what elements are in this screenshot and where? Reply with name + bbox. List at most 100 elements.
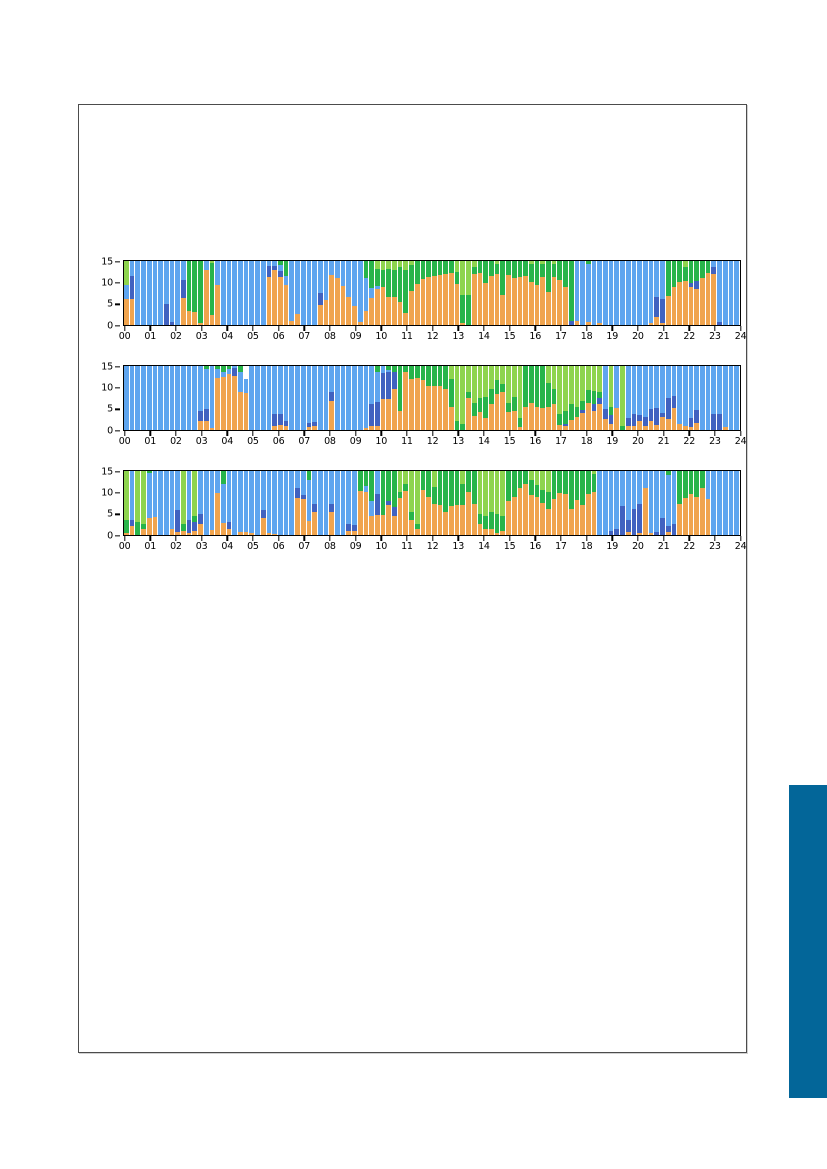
x-tick-label: 23 <box>709 541 721 552</box>
bar-segment-light-blue <box>637 261 642 325</box>
stacked-bar <box>215 366 221 430</box>
x-tick-label: 10 <box>375 436 388 447</box>
bar-segment-green <box>238 366 243 372</box>
bar-segment-light-blue <box>340 471 346 535</box>
stacked-bar <box>414 471 421 535</box>
x-tick-mark <box>688 536 690 541</box>
bar-segment-green <box>528 366 534 404</box>
bar-segment-green <box>374 366 380 373</box>
stacked-bar <box>317 471 324 535</box>
x-tick-mark <box>277 536 280 541</box>
bar-segment-light-blue <box>226 471 232 522</box>
bar-segment-orange <box>557 493 563 535</box>
bar-segment-green <box>471 267 477 274</box>
bar-segment-dark-blue <box>631 509 637 535</box>
bar-segment-orange <box>414 284 420 325</box>
stacked-bar <box>477 261 484 325</box>
bar-segment-dark-blue <box>717 413 722 430</box>
x-tick-mark <box>662 431 665 436</box>
x-tick-label: 19 <box>606 436 619 447</box>
bar-segment-orange <box>677 423 682 430</box>
bar-segment-light-green <box>403 261 409 270</box>
bar-segment-dark-blue <box>614 528 620 535</box>
x-tick-mark <box>354 431 357 436</box>
x-tick-mark <box>226 536 228 541</box>
bar-segment-light-blue <box>352 471 357 526</box>
x-tick-label: 23 <box>709 331 721 342</box>
bar-segment-light-blue <box>363 278 369 312</box>
bar-segment-light-green <box>494 261 500 264</box>
bar-segment-orange <box>323 300 329 325</box>
stacked-bar <box>551 261 558 325</box>
x-tick-mark <box>149 431 151 436</box>
bar-segment-light-blue <box>226 261 232 325</box>
stacked-bar <box>232 471 239 535</box>
bar-segment-light-blue <box>283 366 289 422</box>
bar-segment-light-green <box>551 261 557 265</box>
bar-segment-green <box>585 261 591 264</box>
bar-segment-dark-blue <box>563 423 568 426</box>
stacked-bar <box>277 366 284 430</box>
bar-segment-green <box>677 471 682 504</box>
bar-segment-light-blue <box>312 366 317 422</box>
bar-segment-dark-blue <box>175 510 181 533</box>
bar-segment-orange <box>517 277 523 325</box>
bar-segment-light-blue <box>277 471 283 535</box>
bar-segment-light-green <box>454 366 460 422</box>
bar-segment-light-blue <box>374 286 380 289</box>
bar-segment-orange <box>335 278 340 325</box>
stacked-bar <box>238 261 244 325</box>
bar-segment-light-green <box>568 366 574 405</box>
bar-segment-green <box>563 471 568 495</box>
x-tick-mark <box>303 431 305 436</box>
stacked-bar <box>289 366 296 430</box>
x-tick-label: 20 <box>632 436 644 447</box>
bar-segment-light-blue <box>277 366 283 415</box>
stacked-bar <box>648 261 655 325</box>
stacked-bar <box>380 366 387 430</box>
bar-segment-light-blue <box>146 261 152 325</box>
bar-segment-dark-blue <box>163 303 169 325</box>
bar-segment-orange <box>386 505 392 535</box>
bar-segment-dark-blue <box>688 283 694 288</box>
stacked-bar <box>597 366 604 430</box>
x-tick-label: 09 <box>349 436 362 447</box>
stacked-bar <box>238 366 244 430</box>
stacked-bar <box>523 261 529 325</box>
bar-segment-green <box>357 471 363 492</box>
chart-1: 0 5 10 15 00 01 02 03 04 05 06 07 08 09 10 11 12 13 14 15 16… <box>79 257 748 365</box>
x-tick-label: 08 <box>324 436 336 447</box>
bar-segment-light-blue <box>625 366 631 419</box>
bar-segment-light-green <box>466 366 471 392</box>
bar-segment-orange <box>403 490 409 535</box>
bar-segment-light-blue <box>608 261 614 325</box>
x-tick-mark <box>534 431 536 436</box>
bar-segment-orange <box>682 498 688 535</box>
bar-segment-light-blue <box>665 475 671 527</box>
stacked-bar <box>431 471 438 535</box>
stacked-bar <box>329 366 336 430</box>
stacked-bar <box>511 366 518 430</box>
stacked-bar <box>437 471 444 535</box>
x-tick-mark <box>252 326 254 331</box>
x-tick-label: 08 <box>324 541 336 552</box>
x-tick-label: 02 <box>170 436 182 447</box>
bar-segment-light-blue <box>260 366 266 430</box>
stacked-bar <box>203 366 210 430</box>
bar-segment-light-blue <box>648 471 654 533</box>
y-tick-mark <box>115 260 120 263</box>
x-tick-label: 20 <box>632 541 644 552</box>
x-tick-mark <box>611 326 613 331</box>
x-tick-mark <box>611 536 613 541</box>
bar-segment-light-blue <box>232 261 238 325</box>
bar-segment-light-blue <box>717 366 722 414</box>
bar-segment-green <box>449 261 454 274</box>
bar-segment-green <box>363 471 369 486</box>
stacked-bar <box>335 261 341 325</box>
bar-segment-green <box>443 261 449 274</box>
bar-segment-light-green <box>141 471 146 525</box>
bar-segment-orange <box>648 532 654 535</box>
x-tick-label: 10 <box>375 541 388 552</box>
stacked-bar <box>489 366 495 430</box>
bar-segment-orange <box>357 491 363 535</box>
